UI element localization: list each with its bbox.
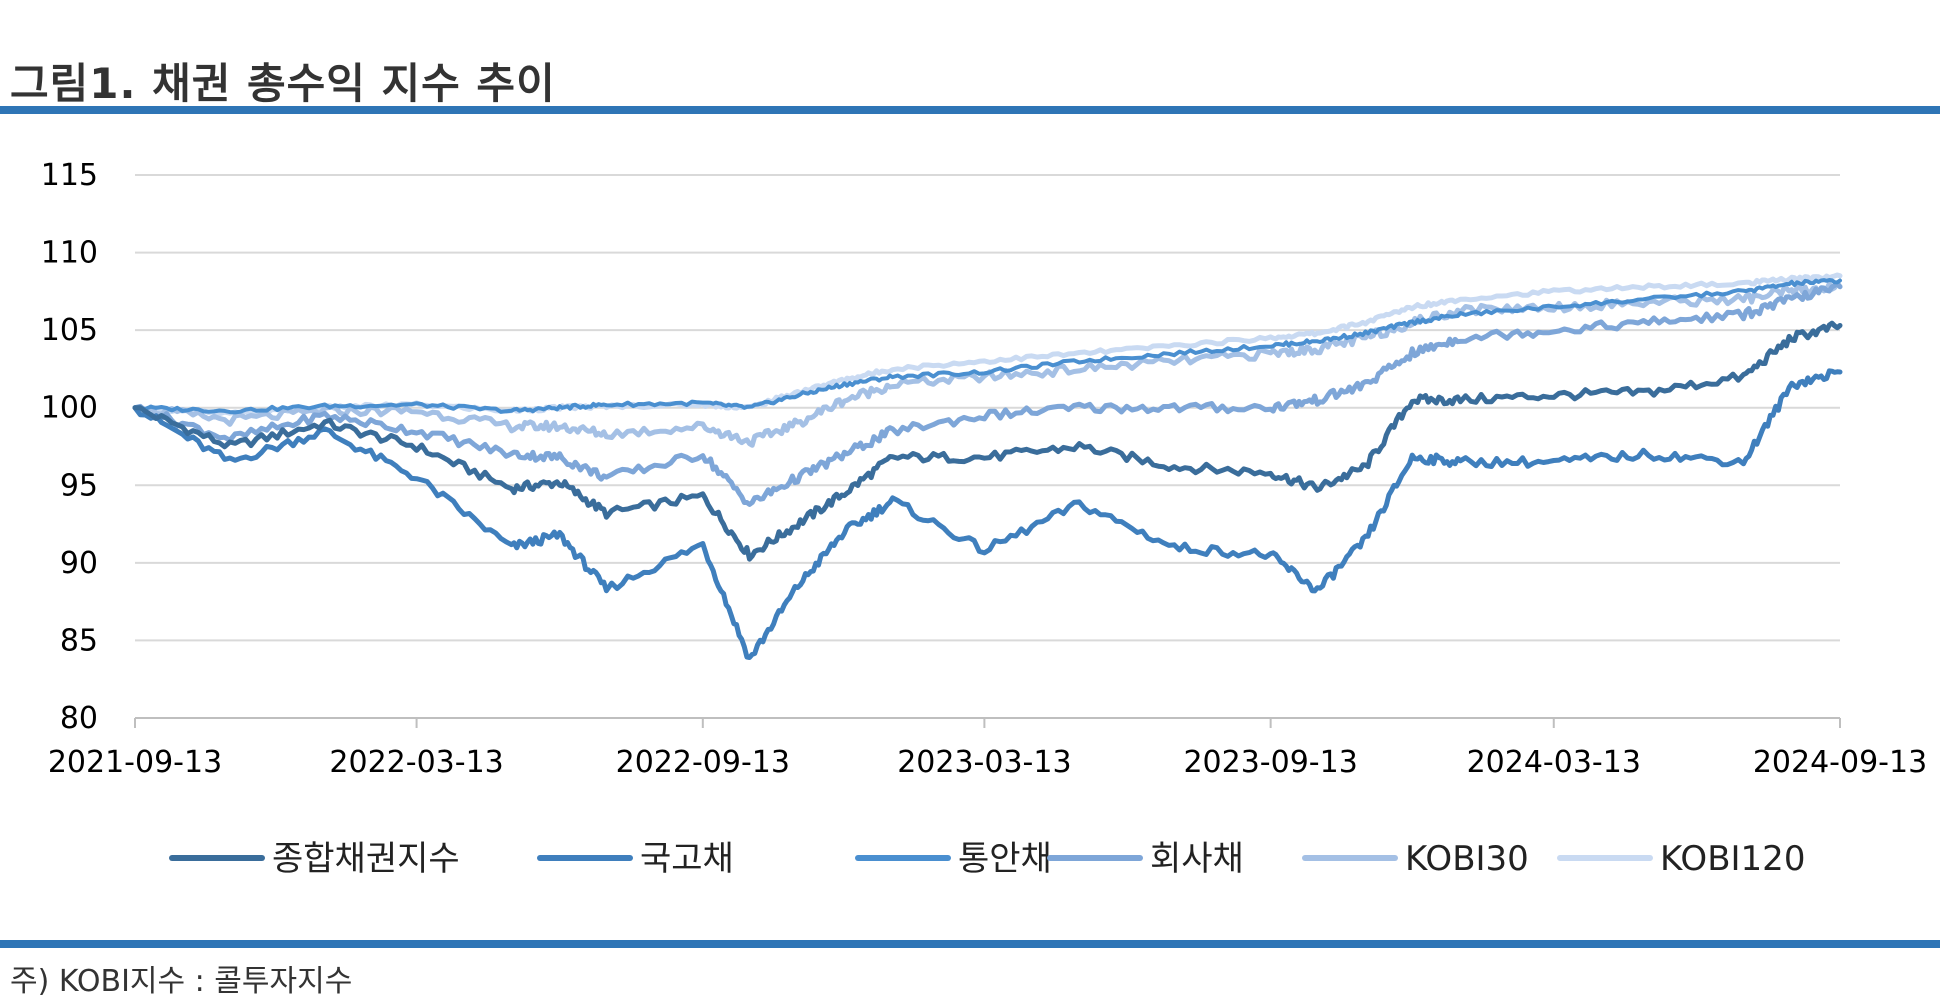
legend-label: KOBI30 [1405, 839, 1529, 879]
legend-item: KOBI120 [1557, 839, 1805, 879]
series-line-1 [132, 320, 1843, 562]
y-tick-label: 90 [60, 546, 98, 581]
series-line-5 [132, 280, 1843, 448]
top-divider [0, 106, 1940, 114]
y-tick-label: 105 [41, 313, 98, 348]
x-tick-label: 2024-03-13 [1467, 745, 1641, 780]
y-tick-label: 80 [60, 701, 98, 736]
footnote: 주) KOBI지수 : 콜투자지수 [10, 964, 353, 999]
bottom-divider [0, 940, 1940, 948]
x-tick-label: 2023-03-13 [897, 745, 1071, 780]
x-tick-label: 2021-09-13 [48, 745, 222, 780]
x-tick-label: 2023-09-13 [1183, 745, 1357, 780]
legend-item: 국고채 [537, 839, 734, 879]
x-tick-label: 2024-09-13 [1753, 745, 1927, 780]
y-tick-label: 85 [60, 623, 98, 658]
y-tick-label: 110 [41, 236, 98, 271]
x-axis: 2021-09-13 2022-03-13 2022-09-13 2023-03-13… [48, 717, 1927, 780]
series-line-3 [133, 278, 1842, 415]
legend-label: 회사채 [1150, 839, 1244, 879]
series-line-4 [132, 281, 1843, 507]
series-lines [132, 272, 1843, 660]
legend-label: KOBI120 [1660, 839, 1805, 879]
y-axis-ticks: 80 85 90 95 100 105 110 115 [41, 158, 98, 736]
x-tick-label: 2022-03-13 [329, 745, 503, 780]
legend-item: 회사채 [1047, 839, 1244, 879]
figure-title: 그림1. 채권 총수익 지수 추이 [10, 59, 556, 108]
legend-label: 통안채 [958, 839, 1052, 879]
legend-item: 종합채권지수 [169, 839, 460, 879]
gridlines [135, 174, 1840, 642]
series-line-2 [132, 368, 1843, 660]
x-tick-label: 2022-09-13 [616, 745, 790, 780]
y-tick-label: 115 [41, 158, 98, 193]
legend-item: KOBI30 [1302, 839, 1529, 879]
y-tick-label: 95 [60, 468, 98, 503]
legend: 종합채권지수 국고채 통안채 회사채 KOBI30 KOBI120 [169, 839, 1805, 879]
y-tick-label: 100 [41, 391, 98, 426]
legend-label: 국고채 [640, 839, 734, 879]
legend-label: 종합채권지수 [272, 839, 460, 879]
legend-item: 통안채 [855, 839, 1052, 879]
line-chart: 80 85 90 95 100 105 110 115 2021-09-13 2022-03-1… [41, 158, 1927, 879]
